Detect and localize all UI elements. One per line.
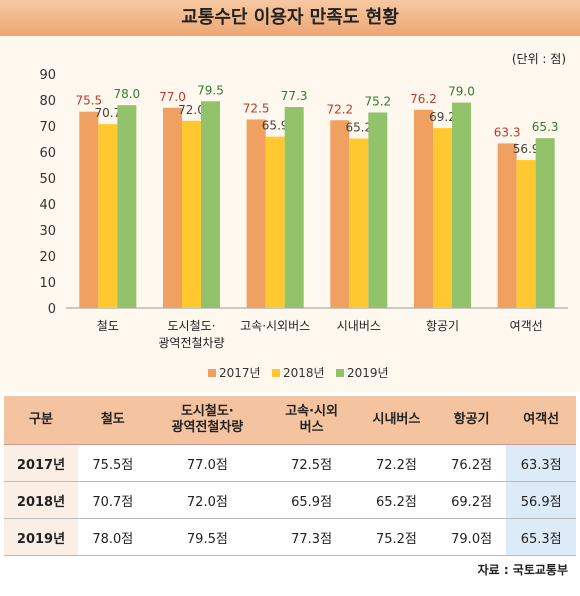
bar-chart: 0 10 20 30 40 50 60 70 80 90 75.5 77.0 72.5 72.2 76.2 6… bbox=[39, 68, 568, 380]
data-table: 구분 철도 도시철도· 광역전철차량 고속·시외 버스 시내버스 항공기 여객선 2017년 75… bbox=[4, 396, 576, 556]
table-cell: 72.0점 bbox=[147, 481, 268, 519]
data-label: 78.0 bbox=[113, 87, 140, 101]
bar bbox=[284, 107, 304, 309]
data-label: 79.0 bbox=[448, 85, 475, 99]
bar bbox=[452, 102, 471, 308]
x-category-label: 고속·시외버스 bbox=[240, 319, 310, 333]
bar bbox=[79, 111, 99, 308]
data-label: 72.0 bbox=[178, 103, 205, 117]
data-label: 65.2 bbox=[345, 120, 372, 134]
data-label: 76.2 bbox=[410, 92, 437, 106]
table-row: 2017년 75.5점 77.0점 72.5점 72.2점 76.2점 63.3점 bbox=[4, 444, 576, 482]
table-cell: 76.2점 bbox=[436, 444, 507, 482]
table-cell: 78.0점 bbox=[78, 518, 148, 556]
table-row: 2019년 78.0점 79.5점 77.3점 75.2점 79.0점 65.3점 bbox=[4, 518, 576, 556]
bar bbox=[201, 101, 220, 308]
legend-label: 2018년 bbox=[283, 366, 325, 380]
chart-title: 교통수단 이용자 만족도 현황 bbox=[181, 7, 399, 28]
table-header-cell: 철도 bbox=[78, 396, 148, 445]
data-label: 72.5 bbox=[243, 102, 270, 116]
data-label: 70.7 bbox=[94, 106, 121, 120]
data-label: 75.2 bbox=[364, 94, 391, 108]
legend-swatch bbox=[208, 369, 216, 377]
y-tick-label: 60 bbox=[39, 146, 56, 161]
table-cell: 65.3점 bbox=[506, 518, 576, 556]
bar bbox=[535, 138, 555, 308]
table-cell: 72.2점 bbox=[356, 444, 437, 482]
table-cell: 72.5점 bbox=[267, 444, 356, 482]
legend-label: 2017년 bbox=[219, 366, 261, 380]
table-header-cell: 여객선 bbox=[506, 396, 576, 445]
source-note: 자료 : 국토교통부 bbox=[477, 563, 568, 577]
y-tick-label: 90 bbox=[39, 68, 56, 83]
data-label: 63.3 bbox=[494, 125, 521, 139]
bar bbox=[98, 124, 118, 309]
table-header-cell: 시내버스 bbox=[356, 396, 437, 445]
data-label: 75.5 bbox=[75, 94, 102, 108]
table-cell: 75.5점 bbox=[78, 444, 148, 482]
table-cell: 65.9점 bbox=[267, 481, 356, 519]
table-header-cell: 고속·시외 버스 bbox=[267, 396, 356, 445]
x-category-label: 광역전철차량 bbox=[158, 336, 224, 350]
data-label: 79.5 bbox=[197, 83, 224, 97]
bar bbox=[349, 138, 369, 308]
bar bbox=[433, 128, 452, 308]
x-category-label: 시내버스 bbox=[337, 319, 381, 333]
table-cell: 69.2점 bbox=[436, 481, 507, 519]
legend-swatch bbox=[272, 369, 280, 377]
table-cell: 79.0점 bbox=[436, 518, 507, 556]
table-header-cell: 도시철도· 광역전철차량 bbox=[147, 396, 268, 445]
table-cell: 63.3점 bbox=[506, 444, 576, 482]
table-row-label: 2018년 bbox=[4, 481, 78, 519]
bar bbox=[497, 143, 517, 308]
bar bbox=[117, 105, 137, 308]
table-cell: 75.2점 bbox=[356, 518, 437, 556]
data-label: 56.9 bbox=[513, 142, 540, 156]
y-tick-label: 20 bbox=[39, 250, 56, 265]
y-tick-label: 30 bbox=[39, 224, 56, 239]
y-tick-label: 70 bbox=[39, 120, 56, 135]
table-cell: 79.5점 bbox=[147, 518, 268, 556]
bar bbox=[414, 109, 433, 308]
table-row-label: 2019년 bbox=[4, 518, 78, 556]
y-tick-label: 0 bbox=[48, 302, 56, 317]
table-row: 2018년 70.7점 72.0점 65.9점 65.2점 69.2점 56.9점 bbox=[4, 481, 576, 519]
legend-label: 2019년 bbox=[347, 366, 389, 380]
x-category-label: 철도 bbox=[97, 319, 119, 333]
y-tick-label: 80 bbox=[39, 94, 56, 109]
table-header-row: 구분 철도 도시철도· 광역전철차량 고속·시외 버스 시내버스 항공기 여객선 bbox=[4, 396, 576, 445]
y-tick-label: 40 bbox=[39, 198, 56, 213]
data-label: 77.0 bbox=[159, 90, 186, 104]
bar bbox=[330, 120, 350, 308]
unit-label: (단위 : 점) bbox=[511, 52, 566, 66]
data-label: 65.3 bbox=[532, 120, 559, 134]
bar bbox=[516, 160, 536, 308]
data-label: 77.3 bbox=[281, 89, 308, 103]
table-cell: 65.2점 bbox=[356, 481, 437, 519]
x-category-label: 항공기 bbox=[426, 319, 459, 333]
bar bbox=[368, 112, 388, 308]
x-category-label: 도시철도· bbox=[168, 319, 216, 333]
table-cell: 56.9점 bbox=[506, 481, 576, 519]
table-header-corner: 구분 bbox=[4, 396, 78, 445]
y-tick-label: 50 bbox=[39, 172, 56, 187]
y-tick-label: 10 bbox=[39, 276, 56, 291]
data-label: 65.9 bbox=[262, 119, 289, 133]
legend-swatch bbox=[336, 369, 344, 377]
bar bbox=[246, 119, 266, 308]
table-body: 2017년 75.5점 77.0점 72.5점 72.2점 76.2점 63.3점 2018년… bbox=[4, 444, 576, 556]
table-header-cell: 항공기 bbox=[436, 396, 507, 445]
bar bbox=[163, 107, 182, 308]
bar bbox=[265, 136, 285, 308]
bar bbox=[182, 120, 201, 308]
data-label: 72.2 bbox=[326, 102, 353, 116]
data-label: 69.2 bbox=[429, 110, 456, 124]
table-row-label: 2017년 bbox=[4, 444, 78, 482]
table-cell: 77.0점 bbox=[147, 444, 268, 482]
table-cell: 77.3점 bbox=[267, 518, 356, 556]
x-category-label: 여객선 bbox=[510, 319, 543, 333]
table-cell: 70.7점 bbox=[78, 481, 148, 519]
